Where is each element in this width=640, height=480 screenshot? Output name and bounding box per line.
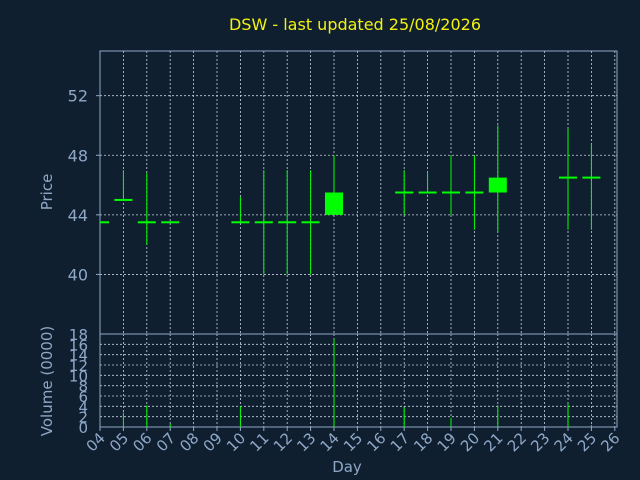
- x-tick-label: 23: [527, 429, 553, 455]
- chart-title: DSW - last updated 25/08/2026: [229, 15, 481, 34]
- x-tick-label: 12: [270, 429, 296, 455]
- candle-body: [488, 177, 507, 193]
- x-tick-label: 15: [340, 429, 366, 455]
- volume-tick-label: 16: [69, 336, 88, 354]
- x-tick-label: 25: [574, 429, 600, 455]
- volume-tick-label: 18: [69, 326, 88, 344]
- candle-body: [301, 221, 320, 224]
- volume-tick-label: 4: [78, 398, 88, 416]
- volume-tick-label: 10: [69, 367, 88, 385]
- volume-panel-frame: [99, 333, 618, 428]
- x-tick-label: 21: [480, 429, 506, 455]
- x-tick-label: 20: [457, 429, 483, 455]
- candle-body: [559, 176, 577, 179]
- volume-tick-label: 8: [78, 378, 88, 396]
- x-tick-label: 24: [551, 429, 577, 455]
- candle-body: [161, 221, 180, 224]
- x-tick-label: 06: [129, 429, 155, 455]
- x-tick-label: 05: [106, 429, 132, 455]
- volume-tick-label: 2: [78, 409, 88, 427]
- volume-tick-label: 6: [78, 388, 88, 406]
- x-tick-label: 11: [246, 429, 272, 455]
- price-tick-label: 48: [68, 146, 88, 165]
- x-tick-label: 19: [434, 429, 460, 455]
- volume-tick-label: 12: [69, 357, 88, 375]
- panel-frames: [99, 50, 618, 428]
- price-tick-label: 40: [68, 265, 88, 284]
- x-tick-label: 14: [317, 429, 343, 455]
- price-axis-label: Price: [38, 174, 56, 211]
- candle-body: [114, 198, 133, 201]
- candle-body: [278, 221, 297, 224]
- candle-body: [231, 221, 250, 224]
- x-tick-label: 13: [293, 429, 319, 455]
- candle-body: [100, 221, 109, 224]
- x-ticks: 0405060708091011121314151617181920212223…: [83, 427, 624, 455]
- price-tick-label: 44: [68, 206, 88, 225]
- candle-body: [418, 191, 437, 194]
- volume-axis-label: Volume (0000): [38, 326, 56, 436]
- candle-body: [465, 191, 484, 194]
- x-tick-label: 26: [597, 429, 623, 455]
- x-tick-label: 09: [200, 429, 226, 455]
- x-axis-label: Day: [332, 458, 362, 476]
- candle-body: [442, 191, 460, 194]
- candle-body: [395, 191, 414, 194]
- x-tick-label: 10: [223, 429, 249, 455]
- candles: [100, 125, 601, 275]
- grid: [99, 51, 617, 428]
- x-tick-label: 22: [504, 429, 530, 455]
- candle-body: [582, 176, 601, 179]
- volume-tick-label: 14: [69, 347, 88, 365]
- x-tick-label: 07: [153, 429, 179, 455]
- x-tick-label: 17: [387, 429, 413, 455]
- price-tick-label: 52: [68, 87, 88, 106]
- price-panel-frame: [99, 50, 618, 335]
- x-tick-label: 18: [410, 429, 436, 455]
- candle-body: [137, 221, 156, 224]
- volume-tick-label: 0: [78, 419, 88, 437]
- candle-body: [325, 192, 343, 215]
- candle-body: [254, 221, 273, 224]
- x-tick-label: 08: [176, 429, 202, 455]
- x-tick-label: 16: [363, 429, 389, 455]
- volume-bars: [122, 339, 592, 427]
- price-y-ticks: 40 44 48 52: [68, 87, 100, 284]
